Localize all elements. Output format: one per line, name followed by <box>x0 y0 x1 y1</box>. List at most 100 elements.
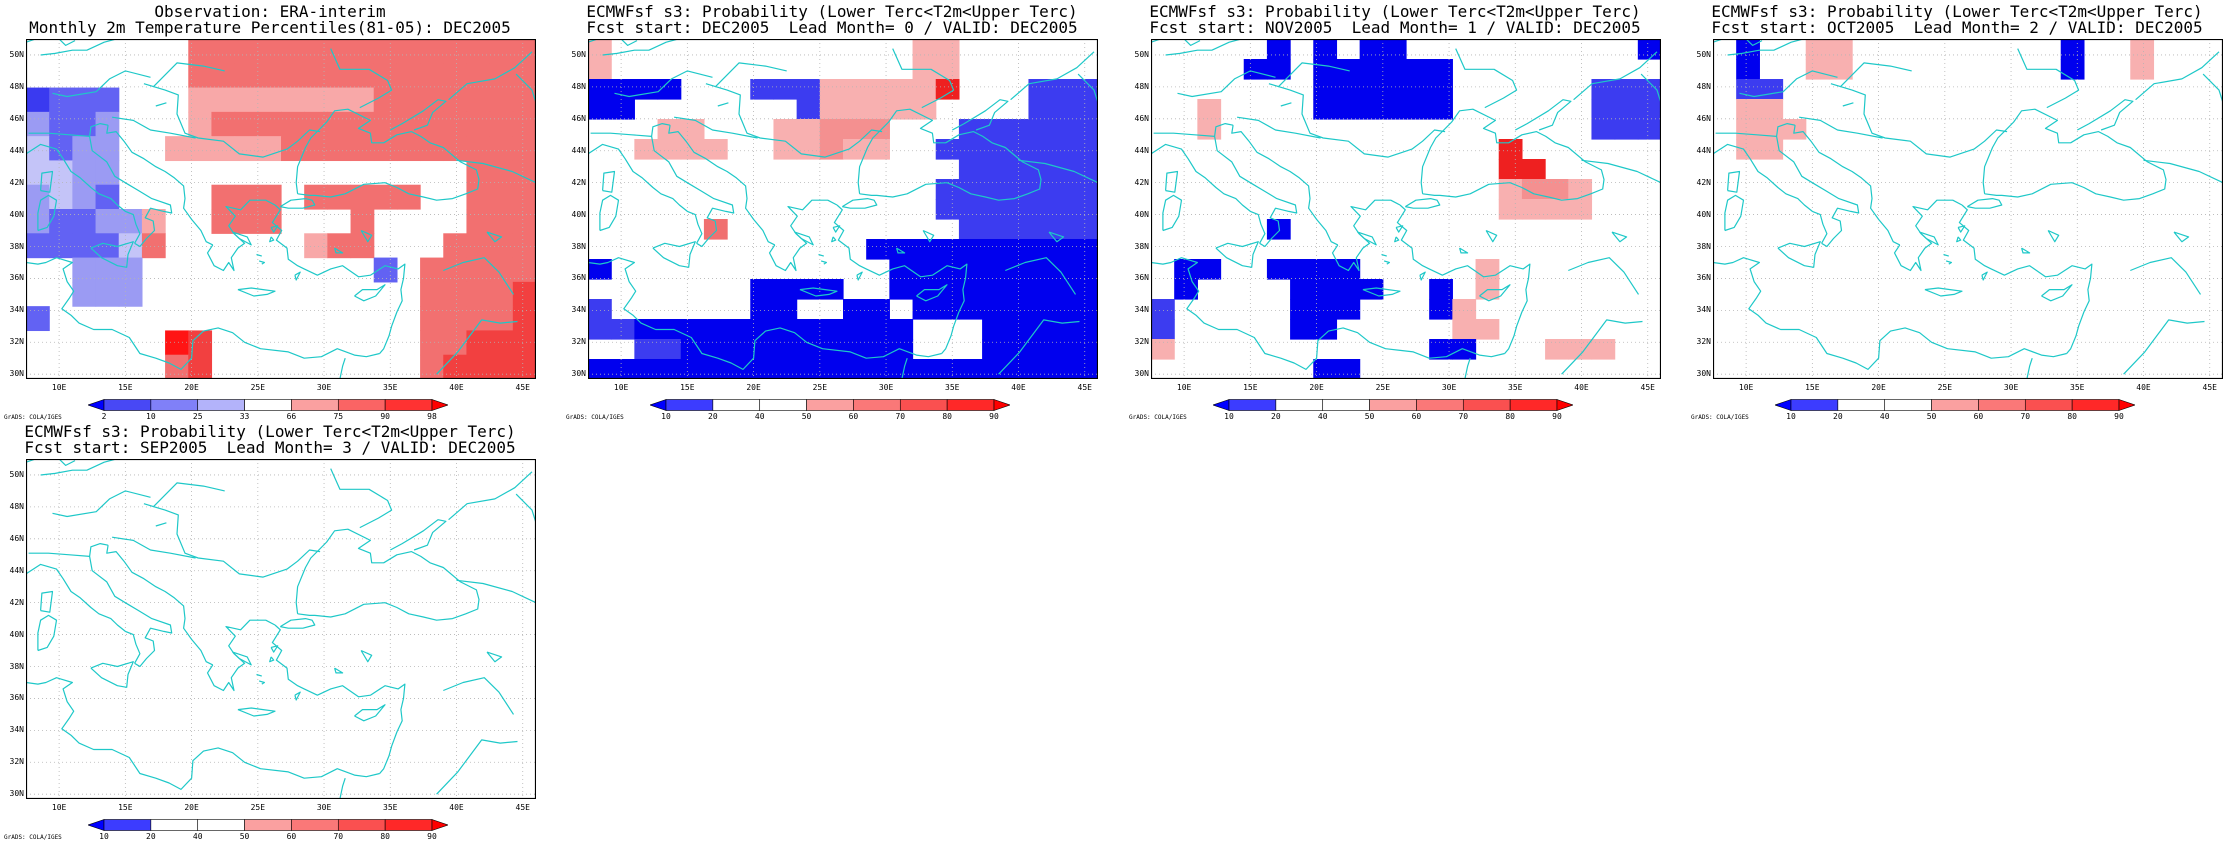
coastline <box>1268 83 1446 158</box>
grid-cell <box>1074 299 1098 320</box>
grid-cell <box>634 339 659 360</box>
colorbar-segment <box>150 819 199 831</box>
colorbar-label: 2 <box>101 412 107 421</box>
grid-cell <box>1313 299 1338 320</box>
coastline <box>1958 204 2093 354</box>
coastline <box>52 70 151 98</box>
grid-cell <box>750 279 775 300</box>
coastline <box>1799 116 1883 139</box>
grid-cell <box>512 39 536 64</box>
grid-cell <box>327 184 352 210</box>
grid-cell <box>512 184 536 210</box>
grid-cell <box>843 119 867 140</box>
grid-cell <box>489 306 514 332</box>
grid-cell <box>141 233 166 259</box>
grid-cell <box>1498 139 1523 160</box>
longitude-label: 35E <box>945 383 960 392</box>
grid-cell <box>373 111 398 137</box>
latitude-label: 40N <box>9 629 24 639</box>
grid-cell <box>512 306 536 332</box>
grid-cell <box>373 136 398 162</box>
coastline <box>155 522 167 527</box>
longitude-label: 30E <box>316 803 332 812</box>
grid-cell <box>796 279 821 300</box>
grid-cell <box>1074 159 1098 180</box>
grid-cell <box>420 87 444 113</box>
graticule <box>1713 39 2223 379</box>
grid-cell <box>327 39 352 64</box>
grid-cell <box>1197 99 1222 120</box>
coastline <box>112 116 196 139</box>
longitude-label: 15E <box>680 383 695 392</box>
colorbar-label: 98 <box>427 412 437 421</box>
grid-cell <box>1028 259 1053 280</box>
grid-cell <box>1313 259 1338 280</box>
grid-cell <box>489 209 514 234</box>
coastline <box>237 707 276 717</box>
grid-cell <box>1759 99 1784 120</box>
grid-cell <box>680 339 705 360</box>
panel-title: ECMWFsf s3: Probability (Lower Terc<T2m<… <box>586 2 1078 21</box>
colorbar-label: 40 <box>754 412 765 421</box>
coastline <box>892 48 955 109</box>
latitude-label: 50N <box>1696 49 1711 59</box>
colorbar-segment <box>103 819 152 831</box>
coastline <box>1357 231 1377 246</box>
latitude-label: 38N <box>1134 241 1149 251</box>
map-svg <box>26 39 536 379</box>
latitude-label: 38N <box>9 661 24 671</box>
coastline <box>448 51 533 101</box>
grid-cell <box>680 359 705 379</box>
grid-cell <box>466 209 491 234</box>
grid-cell <box>327 87 352 113</box>
coastline <box>2021 247 2031 254</box>
coastline <box>26 257 380 370</box>
colorbar-label: 10 <box>146 412 156 421</box>
longitude-label: 15E <box>1243 383 1258 392</box>
grid-cell <box>750 339 775 360</box>
grid-cell <box>1051 319 1076 340</box>
grid-cell <box>1805 59 1830 80</box>
colorbar-segment <box>1322 399 1370 411</box>
coastline <box>443 257 515 295</box>
coastline <box>1395 225 1404 233</box>
grid-cell <box>304 136 328 162</box>
coastline <box>831 236 837 243</box>
coastlines <box>26 39 536 379</box>
colorbar-segment <box>88 819 105 831</box>
grid-cell <box>1028 239 1053 260</box>
grid-cell <box>588 79 612 100</box>
grid-cell <box>2060 39 2085 60</box>
panel-subtitle: Fcst start: OCT2005 Lead Month= 2 / VALI… <box>1711 18 2203 37</box>
grid-cell <box>982 259 1006 280</box>
map-svg <box>1151 39 1661 379</box>
longitude-label: 45E <box>2202 383 2217 392</box>
latitude-label: 44N <box>9 145 24 155</box>
grid-cell <box>95 281 120 307</box>
grid-cell <box>512 160 536 186</box>
grid-cell <box>889 319 914 340</box>
grid-cell <box>49 184 73 210</box>
grid-cell <box>1614 99 1639 120</box>
grid-cell <box>1028 179 1053 200</box>
grid-cell <box>304 184 328 210</box>
grid-cell <box>466 330 491 356</box>
coastline <box>270 645 279 653</box>
grid-cell <box>512 354 536 379</box>
coastline <box>390 519 447 551</box>
grid-cell <box>773 139 798 160</box>
coastline <box>1277 62 1350 88</box>
grid-cell <box>420 281 444 307</box>
grid-cell <box>727 359 751 379</box>
longitude-label: 10E <box>613 383 629 392</box>
grid-cell <box>982 199 1006 220</box>
colorbar-segment <box>2118 399 2135 411</box>
grid-cell <box>304 87 328 113</box>
colorbar-label: 20 <box>146 832 156 841</box>
grid-cell <box>843 99 867 120</box>
grid-cell <box>1568 199 1593 220</box>
grid-cell <box>420 63 444 89</box>
grid-cell <box>1313 99 1338 120</box>
grid-cell <box>350 136 375 162</box>
grid-cell <box>1243 59 1268 80</box>
